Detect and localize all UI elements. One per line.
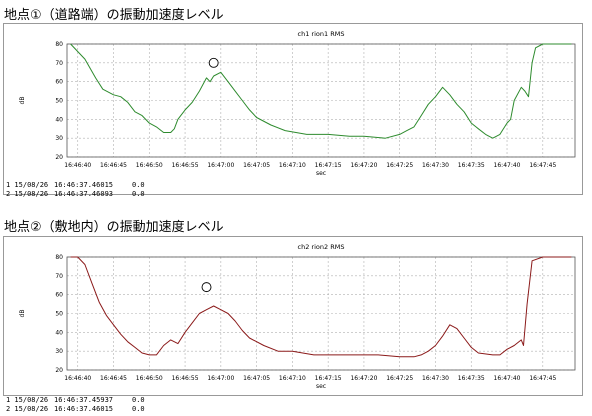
x-tick-label: 16:46:40 [64, 375, 91, 382]
y-tick-label: 60 [55, 292, 63, 299]
y-tick-label: 70 [55, 273, 63, 280]
chart1-panel: ch1 rion1 RMS 20 30 40 50 60 70 80 16:46:40 16:46… [3, 23, 583, 195]
cursor-label: 2 15/08/26 [6, 405, 49, 413]
chart1-svg: ch1 rion1 RMS 20 30 40 50 60 70 80 16:46:40 16:46… [19, 30, 576, 177]
x-tick-label: 16:47:15 [315, 162, 342, 169]
x-tick-label: 16:47:25 [386, 375, 413, 382]
cursor-time: 16:46:37.45937 [54, 396, 114, 404]
x-tick-label: 16:46:55 [172, 375, 199, 382]
x-tick-label: 16:47:35 [458, 162, 485, 169]
series-line [70, 256, 572, 358]
y-tick-label: 80 [55, 254, 63, 261]
y-tick-label: 50 [55, 98, 63, 105]
x-tick-label: 16:46:50 [136, 375, 163, 382]
plot-frame [66, 256, 576, 371]
cursor-label: 1 15/08/26 [6, 181, 49, 189]
cursor-value: 0.0 [132, 181, 145, 189]
y-tick-label: 70 [55, 60, 63, 67]
chart2-svg: ch2 rion2 RMS 20 30 40 50 60 70 80 16:46:40 16:46… [19, 243, 576, 390]
x-tick-label: 16:47:30 [422, 375, 449, 382]
cursor-label: 1 15/08/26 [6, 396, 49, 404]
y-tick-label: 30 [55, 348, 63, 355]
y-axis-label: dB [19, 310, 26, 318]
chart1-heading: 地点①（道路端）の振動加速度レベル [4, 8, 224, 23]
x-tick-label: 16:47:30 [422, 162, 449, 169]
y-tick-label: 40 [55, 329, 63, 336]
cursor-value: 0.0 [132, 396, 145, 404]
annotation-circle-marker [208, 57, 219, 68]
chart2-heading: 地点②（敷地内）の振動加速度レベル [4, 220, 224, 235]
x-tick-label: 16:47:00 [207, 162, 234, 169]
y-tick-label: 50 [55, 311, 63, 318]
cursor-time: 16:46:37.46015 [54, 405, 114, 413]
x-axis-label: sec [316, 383, 326, 390]
annotation-circle-marker [201, 282, 212, 293]
x-tick-label: 16:47:45 [529, 162, 556, 169]
x-tick-label: 16:47:40 [494, 162, 521, 169]
x-tick-label: 16:47:35 [458, 375, 485, 382]
plot-frame [66, 43, 576, 158]
x-tick-label: 16:47:20 [350, 162, 377, 169]
x-tick-label: 16:47:10 [279, 375, 306, 382]
y-tick-label: 40 [55, 116, 63, 123]
y-tick-label: 30 [55, 135, 63, 142]
cursor-time: 16:46:37.46093 [54, 190, 114, 198]
cursor-time: 16:46:37.46015 [54, 181, 114, 189]
y-axis-label: dB [19, 97, 26, 105]
x-tick-label: 16:47:45 [529, 375, 556, 382]
chart-title: ch2 rion2 RMS [298, 243, 345, 251]
cursor-value: 0.0 [132, 405, 145, 413]
x-tick-label: 16:47:05 [243, 162, 270, 169]
x-tick-label: 16:47:15 [315, 375, 342, 382]
x-tick-label: 16:47:10 [279, 162, 306, 169]
x-tick-label: 16:46:45 [100, 162, 127, 169]
cursor-value: 0.0 [132, 190, 145, 198]
chart-title: ch1 rion1 RMS [298, 30, 345, 38]
x-tick-label: 16:47:00 [207, 375, 234, 382]
cursor-label: 2 15/08/26 [6, 190, 49, 198]
x-tick-label: 16:46:45 [100, 375, 127, 382]
x-axis-label: sec [316, 170, 326, 177]
x-tick-label: 16:47:20 [350, 375, 377, 382]
y-tick-label: 80 [55, 41, 63, 48]
y-tick-label: 20 [55, 367, 63, 374]
chart2-panel: ch2 rion2 RMS 20 30 40 50 60 70 80 16:46:40 16:46… [3, 236, 583, 396]
x-tick-label: 16:46:40 [64, 162, 91, 169]
x-tick-label: 16:47:40 [494, 375, 521, 382]
y-tick-label: 60 [55, 79, 63, 86]
x-tick-label: 16:46:55 [172, 162, 199, 169]
x-tick-label: 16:47:25 [386, 162, 413, 169]
y-tick-label: 20 [55, 154, 63, 161]
series-line [70, 43, 572, 139]
x-tick-label: 16:47:05 [243, 375, 270, 382]
x-tick-label: 16:46:50 [136, 162, 163, 169]
